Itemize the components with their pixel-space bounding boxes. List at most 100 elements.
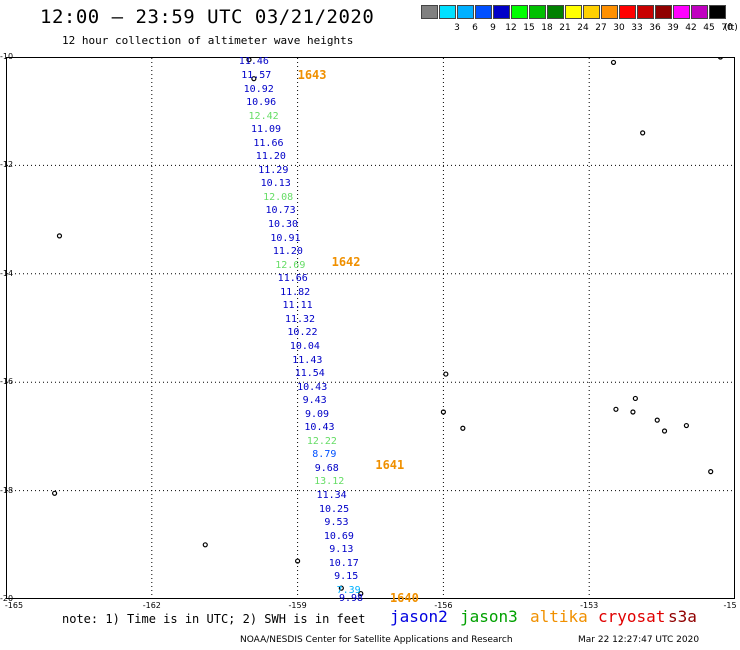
swh-value: 10.22 bbox=[287, 327, 318, 339]
pass-time-label: 1642 bbox=[331, 254, 361, 269]
island-outline bbox=[630, 409, 636, 415]
colorbar-swatch bbox=[511, 5, 528, 19]
swh-value: 12.69 bbox=[275, 259, 306, 271]
swh-value: 12.22 bbox=[306, 435, 337, 447]
swh-value: 10.43 bbox=[304, 422, 335, 434]
swh-value: 11.20 bbox=[272, 246, 303, 258]
swh-value: 9.98 bbox=[339, 593, 364, 604]
colorbar-swatch bbox=[673, 5, 690, 19]
legend-entry-jason3: jason3 bbox=[460, 607, 518, 626]
swh-value: 11.32 bbox=[284, 313, 316, 325]
colorbar-label: 42 bbox=[685, 23, 697, 33]
island-outline bbox=[56, 233, 63, 239]
swh-value: 9.15 bbox=[334, 571, 359, 583]
swh-value: 11.54 bbox=[294, 368, 325, 380]
colorbar-label: 24 bbox=[577, 23, 589, 33]
swh-value: 11.82 bbox=[280, 286, 311, 298]
island-outline bbox=[661, 428, 668, 434]
colorbar-swatch bbox=[493, 5, 510, 19]
swh-value: 9.53 bbox=[324, 517, 349, 529]
colorbar-label: 45 bbox=[703, 23, 715, 33]
colorbar-swatch bbox=[457, 5, 474, 19]
colorbar-swatch bbox=[547, 5, 564, 19]
swh-value: 12.42 bbox=[248, 110, 279, 122]
legend-entry-altika: altika bbox=[530, 607, 588, 626]
swh-value: 10.43 bbox=[297, 381, 328, 393]
swh-value: 10.92 bbox=[243, 83, 274, 95]
colorbar-label: 30 bbox=[613, 23, 625, 33]
island-outline bbox=[460, 425, 466, 431]
island-outline bbox=[654, 417, 660, 423]
swh-value: 11.46 bbox=[238, 56, 269, 68]
pass-time-label: 1640 bbox=[389, 591, 419, 605]
swh-value: 10.25 bbox=[318, 503, 350, 515]
colorbar-swatch bbox=[619, 5, 636, 19]
swh-value: 10.13 bbox=[260, 178, 291, 190]
latitude-label: -12 bbox=[0, 160, 14, 170]
swh-value: 8.79 bbox=[312, 449, 337, 461]
longitude-label: -162 bbox=[142, 601, 161, 610]
latitude-label: -16 bbox=[0, 377, 14, 387]
map-plot-area bbox=[6, 57, 735, 599]
map-canvas bbox=[7, 58, 734, 598]
legend-entry-cryosat: cryosat bbox=[598, 607, 666, 626]
colorbar-label: 27 bbox=[595, 23, 607, 33]
latitude-label: -20 bbox=[0, 594, 14, 603]
colorbar-swatch bbox=[601, 5, 618, 19]
longitude-label: -15 bbox=[723, 601, 737, 610]
pass-time-label: 1641 bbox=[375, 458, 405, 473]
colorbar-label: 36 bbox=[649, 23, 661, 33]
island-outline bbox=[295, 558, 301, 564]
swh-value: 10.04 bbox=[289, 340, 320, 352]
colorbar-swatch bbox=[439, 5, 456, 19]
colorbar-label: 3 bbox=[454, 23, 460, 33]
credit-line: NOAA/NESDIS Center for Satellite Applica… bbox=[240, 635, 513, 645]
island-outline bbox=[683, 422, 690, 429]
swh-value: 9.09 bbox=[304, 408, 330, 420]
longitude-label: -159 bbox=[288, 601, 307, 610]
swh-value: 11.57 bbox=[241, 69, 272, 81]
swh-value: 9.68 bbox=[314, 462, 339, 474]
colorbar-swatch bbox=[691, 5, 708, 19]
colorbar-swatch bbox=[475, 5, 492, 19]
island-outline bbox=[640, 130, 646, 136]
colorbar-label: 12 bbox=[505, 23, 517, 33]
latitude-label: -14 bbox=[0, 268, 14, 278]
colorbar-swatch bbox=[421, 5, 438, 19]
colorbar-swatch bbox=[565, 5, 582, 19]
swh-value: 10.73 bbox=[265, 205, 296, 217]
latitude-label: -10 bbox=[0, 52, 14, 61]
island-outline bbox=[610, 59, 617, 66]
pass-time-label: 1643 bbox=[297, 67, 327, 82]
colorbar-label: 9 bbox=[490, 23, 496, 33]
swh-value: 11.43 bbox=[292, 354, 323, 366]
swh-value: 10.91 bbox=[270, 232, 301, 244]
swh-value: 9.43 bbox=[302, 395, 327, 407]
island-outline bbox=[632, 395, 638, 402]
swh-value: 10.17 bbox=[328, 557, 359, 569]
longitude-label: -156 bbox=[434, 601, 453, 610]
island-outline bbox=[718, 58, 723, 60]
island-outline bbox=[51, 490, 58, 496]
colorbar-label: 6 bbox=[472, 23, 478, 33]
footer-note: note: 1) Time is in UTC; 2) SWH is in fe… bbox=[62, 612, 366, 626]
swh-value: 11.66 bbox=[277, 273, 308, 285]
longitude-label: -153 bbox=[580, 601, 599, 610]
island-outline bbox=[443, 371, 449, 377]
swh-value: 9.13 bbox=[329, 544, 354, 556]
swh-value: 11.34 bbox=[316, 490, 347, 502]
swh-value: 11.09 bbox=[250, 124, 282, 136]
island-outline bbox=[440, 409, 446, 415]
swh-value: 12.08 bbox=[263, 191, 294, 203]
swh-value: 7.39 bbox=[336, 584, 361, 596]
colorbar-swatch bbox=[529, 5, 546, 19]
swh-value: 10.96 bbox=[246, 97, 277, 109]
legend-entry-s3a: s3a bbox=[668, 607, 697, 626]
colorbar-swatch bbox=[655, 5, 672, 19]
colorbar-swatch bbox=[637, 5, 654, 19]
colorbar-label: 18 bbox=[541, 23, 553, 33]
swh-value: 11.20 bbox=[255, 151, 286, 163]
page-title: 12:00 – 23:59 UTC 03/21/2020 bbox=[40, 6, 375, 28]
longitude-label: -165 bbox=[4, 601, 24, 610]
island-outline bbox=[613, 406, 619, 412]
